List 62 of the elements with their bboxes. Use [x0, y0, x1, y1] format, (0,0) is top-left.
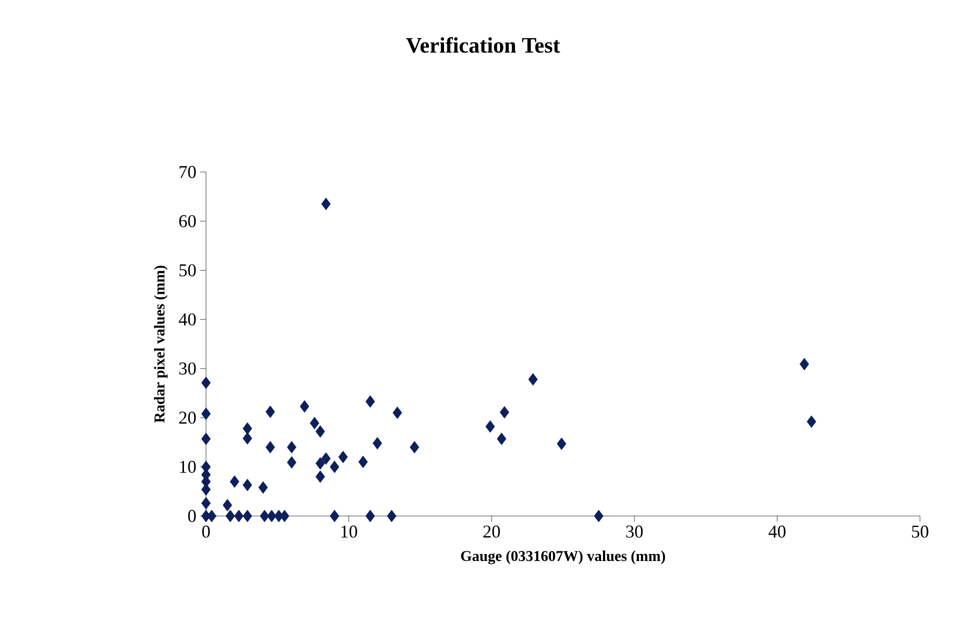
point — [330, 510, 340, 522]
point — [226, 510, 235, 522]
point — [310, 416, 320, 430]
point — [330, 460, 340, 474]
point — [316, 457, 325, 470]
point — [528, 373, 538, 386]
point — [321, 198, 331, 210]
point — [260, 510, 270, 522]
point — [201, 497, 211, 510]
point — [207, 510, 216, 522]
point — [321, 452, 331, 465]
point — [286, 440, 296, 454]
point — [242, 478, 252, 492]
point — [366, 510, 375, 522]
y-axis-title: Radar pixel values (mm) — [154, 266, 168, 423]
point — [234, 510, 244, 522]
point — [594, 510, 604, 522]
y-tick-label: 30 — [179, 362, 196, 375]
y-tick-label: 60 — [179, 215, 196, 228]
point — [258, 481, 268, 494]
point — [386, 510, 396, 522]
point — [266, 510, 276, 522]
x-tick-label: 10 — [341, 526, 358, 538]
point — [201, 432, 211, 446]
point — [366, 395, 375, 408]
point — [201, 376, 211, 390]
point — [372, 437, 382, 450]
point — [316, 470, 325, 483]
point — [300, 400, 310, 413]
x-tick-label: 50 — [912, 526, 928, 538]
point — [266, 406, 275, 418]
point — [222, 498, 232, 512]
point — [500, 406, 510, 418]
y-tick-label: 20 — [179, 412, 196, 424]
x-axis-title: Gauge (0331607W) values (mm) — [461, 550, 666, 564]
point — [800, 358, 810, 370]
point — [410, 440, 420, 454]
point — [266, 440, 275, 454]
y-tick-label: 70 — [180, 166, 196, 178]
x-tick-label: 0 — [202, 526, 210, 538]
x-tick-label: 30 — [626, 526, 643, 538]
x-tick-label: 40 — [768, 526, 786, 538]
point — [358, 456, 368, 468]
point — [496, 432, 506, 446]
y-tick-label: 0 — [188, 510, 196, 522]
point — [316, 425, 325, 438]
y-tick-label: 10 — [180, 460, 196, 473]
x-tick-label: 20 — [483, 526, 500, 538]
point — [242, 432, 252, 445]
point — [201, 408, 211, 420]
point — [242, 422, 252, 435]
y-tick-label: 40 — [178, 313, 196, 326]
point — [230, 475, 240, 488]
point — [556, 438, 566, 450]
point — [286, 456, 296, 469]
point — [806, 415, 816, 428]
chart-title: Verification Test — [406, 37, 560, 53]
y-tick-label: 50 — [180, 264, 196, 276]
point — [485, 420, 495, 433]
point — [338, 450, 348, 464]
point — [392, 406, 402, 419]
point — [242, 510, 252, 522]
